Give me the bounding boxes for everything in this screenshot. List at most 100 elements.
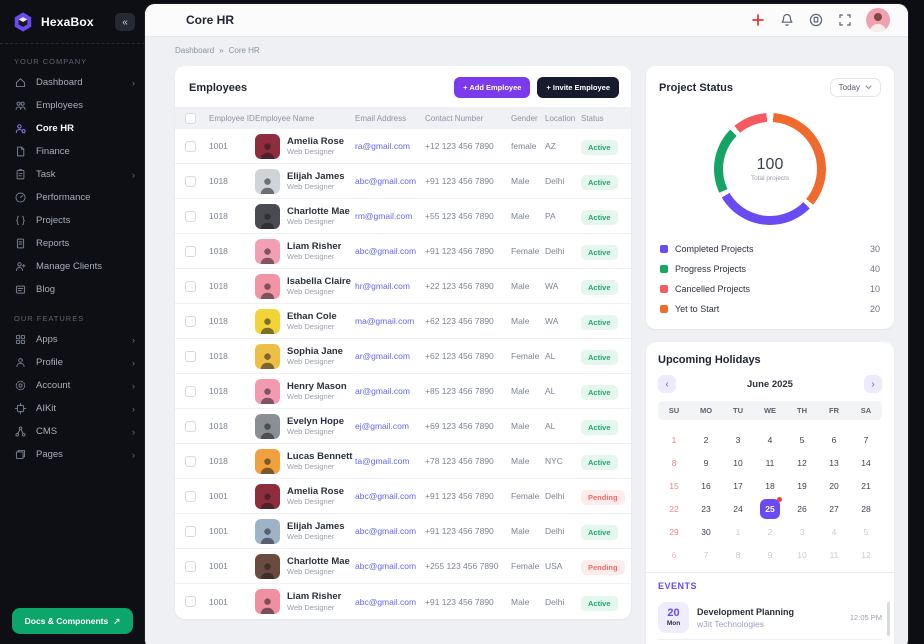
row-checkbox[interactable] <box>185 596 196 607</box>
calendar-day[interactable]: 22 <box>669 503 679 514</box>
calendar-day[interactable]: 15 <box>669 480 679 491</box>
row-checkbox[interactable] <box>185 525 196 537</box>
employee-email-link[interactable]: ej@gmail.com <box>355 421 409 431</box>
employee-email-link[interactable]: abc@gmail.com <box>355 246 417 256</box>
calendar-prev-button[interactable]: ‹ <box>658 375 676 393</box>
row-checkbox[interactable] <box>185 315 196 327</box>
calendar-day[interactable]: 1 <box>735 526 741 537</box>
table-row[interactable]: 1001 Elijah James Web Designer abc@gmail.co… <box>175 514 631 549</box>
calendar-day[interactable]: 9 <box>703 457 709 468</box>
calendar-day[interactable]: 10 <box>733 457 743 468</box>
calendar-day[interactable]: 7 <box>863 434 869 445</box>
row-checkbox[interactable] <box>185 385 196 397</box>
table-row[interactable]: 1001 Amelia Rose Web Designer abc@gmail.com… <box>175 479 631 514</box>
activity-icon[interactable] <box>808 12 824 28</box>
employee-email-link[interactable]: rm@gmail.com <box>355 211 413 221</box>
calendar-day[interactable]: 23 <box>701 503 711 514</box>
calendar-day[interactable]: 12 <box>797 457 807 468</box>
calendar-day[interactable]: 7 <box>703 549 709 560</box>
sidebar-item-finance[interactable]: Finance <box>0 140 145 163</box>
table-row[interactable]: 1018 Ethan Cole Web Designer ma@gmail.com +6… <box>175 304 631 339</box>
bell-icon[interactable] <box>779 12 795 28</box>
employee-email-link[interactable]: abc@gmail.com <box>355 491 417 501</box>
calendar-day[interactable]: 27 <box>829 503 839 514</box>
row-checkbox[interactable] <box>185 420 196 432</box>
calendar-day[interactable]: 5 <box>799 434 805 445</box>
docs-components-button[interactable]: Docs & Components ↗ <box>12 608 133 634</box>
sidebar-item-performance[interactable]: Performance <box>0 186 145 209</box>
calendar-day[interactable]: 5 <box>863 526 869 537</box>
calendar-day[interactable]: 30 <box>701 526 711 537</box>
employee-email-link[interactable]: abc@gmail.com <box>355 176 417 186</box>
calendar-day[interactable]: 12 <box>861 549 871 560</box>
calendar-day[interactable]: 2 <box>703 434 709 445</box>
table-row[interactable]: 1018 Isabella Claire Web Designer hr@gmail.… <box>175 269 631 304</box>
calendar-day[interactable]: 3 <box>735 434 741 445</box>
sidebar-item-employees[interactable]: Employees <box>0 94 145 117</box>
table-row[interactable]: 1018 Liam Risher Web Designer abc@gmail.com… <box>175 234 631 269</box>
employee-email-link[interactable]: hr@gmail.com <box>355 281 410 291</box>
table-row[interactable]: 1018 Elijah James Web Designer abc@gmail.co… <box>175 164 631 199</box>
row-checkbox[interactable] <box>185 560 196 572</box>
employee-email-link[interactable]: ma@gmail.com <box>355 316 415 326</box>
row-checkbox[interactable] <box>185 350 196 362</box>
calendar-day[interactable]: 19 <box>797 480 807 491</box>
invite-employee-button[interactable]: + Invite Employee <box>537 77 619 98</box>
calendar-day[interactable]: 20 <box>829 480 839 491</box>
calendar-day[interactable]: 11 <box>829 549 839 560</box>
table-row[interactable]: 1018 Evelyn Hope Web Designer ej@gmail.com +… <box>175 409 631 444</box>
table-row[interactable]: 1001 Liam Risher Web Designer abc@gmail.com… <box>175 584 631 619</box>
row-checkbox[interactable] <box>185 245 196 257</box>
calendar-day[interactable]: 2 <box>767 526 773 537</box>
calendar-day[interactable]: 28 <box>861 503 871 514</box>
calendar-day[interactable]: 6 <box>831 434 837 445</box>
calendar-day[interactable]: 3 <box>799 526 805 537</box>
sidebar-item-account[interactable]: Account › <box>0 374 145 397</box>
sidebar-collapse-button[interactable]: « <box>115 13 135 31</box>
table-row[interactable]: 1018 Charlotte Mae Web Designer rm@gmail.co… <box>175 199 631 234</box>
table-row[interactable]: 1018 Lucas Bennett Web Designer ta@gmail.co… <box>175 444 631 479</box>
employee-email-link[interactable]: abc@gmail.com <box>355 526 417 536</box>
sidebar-item-apps[interactable]: Apps › <box>0 328 145 351</box>
calendar-day[interactable]: 17 <box>733 480 743 491</box>
calendar-day[interactable]: 1 <box>671 434 677 445</box>
employee-email-link[interactable]: abc@gmail.com <box>355 596 417 607</box>
row-checkbox[interactable] <box>185 280 196 292</box>
sidebar-item-dashboard[interactable]: Dashboard › <box>0 71 145 94</box>
select-all-checkbox[interactable] <box>185 112 196 124</box>
row-checkbox[interactable] <box>185 455 196 467</box>
calendar-day[interactable]: 8 <box>671 457 677 468</box>
range-select[interactable]: Today <box>829 78 881 97</box>
calendar-day[interactable]: 29 <box>669 526 679 537</box>
calendar-day-selected[interactable]: 25 <box>754 497 786 520</box>
user-avatar[interactable] <box>866 8 890 32</box>
sidebar-item-manage-clients[interactable]: Manage Clients <box>0 255 145 278</box>
calendar-day[interactable]: 13 <box>829 457 839 468</box>
sidebar-item-cms[interactable]: CMS › <box>0 420 145 443</box>
sidebar-item-pages[interactable]: Pages › <box>0 443 145 466</box>
sidebar-item-reports[interactable]: Reports <box>0 232 145 255</box>
sidebar-item-projects[interactable]: Projects <box>0 209 145 232</box>
calendar-day[interactable]: 14 <box>861 457 871 468</box>
fullscreen-icon[interactable] <box>837 12 853 28</box>
calendar-day[interactable]: 21 <box>861 480 871 491</box>
employee-email-link[interactable]: ar@gmail.com <box>355 386 410 396</box>
calendar-next-button[interactable]: › <box>864 375 882 393</box>
calendar-day[interactable]: 18 <box>765 480 775 491</box>
calendar-day[interactable]: 8 <box>735 549 741 560</box>
calendar-day[interactable]: 9 <box>767 549 773 560</box>
event-item[interactable]: 20 Mon Development Planning w3it Technologi… <box>658 597 882 640</box>
breadcrumb-dashboard[interactable]: Dashboard <box>175 46 215 55</box>
table-row[interactable]: 1018 Sophia Jane Web Designer ar@gmail.com +… <box>175 339 631 374</box>
row-checkbox[interactable] <box>185 490 196 502</box>
add-employee-button[interactable]: + Add Employee <box>454 77 531 98</box>
sidebar-item-profile[interactable]: Profile › <box>0 351 145 374</box>
employee-email-link[interactable]: ar@gmail.com <box>355 351 410 361</box>
calendar-day[interactable]: 16 <box>701 480 711 491</box>
employee-email-link[interactable]: ta@gmail.com <box>355 456 410 466</box>
employee-email-link[interactable]: abc@gmail.com <box>355 561 417 571</box>
row-checkbox[interactable] <box>185 175 196 187</box>
employee-email-link[interactable]: ra@gmail.com <box>355 141 410 151</box>
events-scrollbar[interactable] <box>887 602 890 636</box>
